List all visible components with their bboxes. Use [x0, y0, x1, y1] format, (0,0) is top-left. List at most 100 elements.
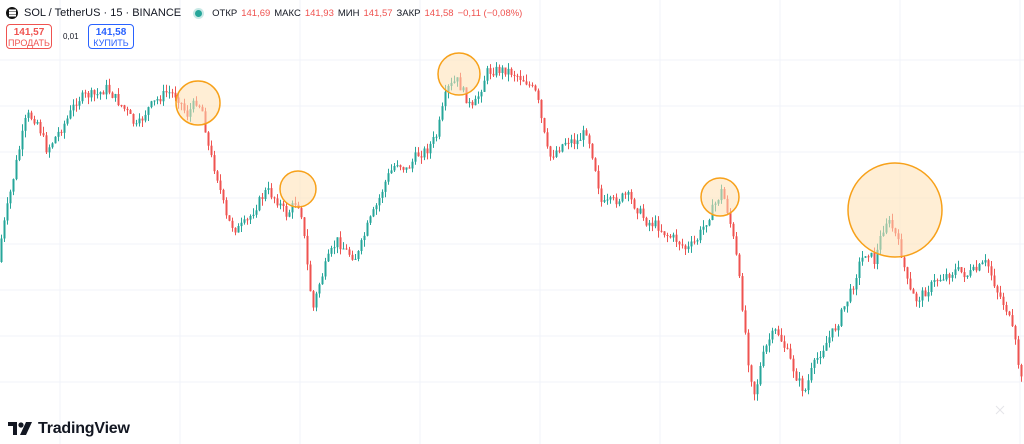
highlight-circle[interactable]: [700, 177, 740, 217]
candle-body: [807, 380, 810, 391]
market-status-icon: [195, 9, 203, 17]
candle-body: [537, 90, 540, 100]
candle-body: [564, 142, 567, 145]
candle-body: [270, 188, 273, 198]
candle-body: [546, 132, 549, 147]
candle-body: [108, 84, 111, 93]
candle-body: [843, 306, 846, 310]
candle-body: [213, 155, 216, 172]
candle-body: [756, 384, 759, 395]
candle-body: [240, 222, 243, 227]
candle-body: [957, 267, 960, 270]
candle-body: [396, 165, 399, 167]
candle-body: [846, 301, 849, 307]
candle-body: [243, 219, 246, 223]
symbol-title[interactable]: SOL / TetherUS · 15 · BINANCE: [24, 7, 182, 19]
buy-button[interactable]: 141,58 КУПИТЬ: [88, 24, 134, 49]
tradingview-logo-text: TradingView: [38, 420, 130, 437]
candle-body: [825, 342, 828, 351]
candle-body: [813, 359, 816, 368]
candle-body: [624, 193, 627, 195]
candle-body: [1005, 305, 1008, 312]
candle-body: [963, 272, 966, 278]
candle-body: [228, 215, 231, 221]
candle-body: [585, 130, 588, 136]
candle-body: [663, 231, 666, 236]
sell-button[interactable]: 141,57 ПРОДАТЬ: [6, 24, 52, 49]
candle-body: [558, 150, 561, 152]
candle-body: [744, 310, 747, 333]
candle-body: [267, 188, 270, 190]
candle-body: [414, 152, 417, 162]
candle-body: [762, 351, 765, 366]
candle-body: [57, 131, 60, 137]
candle-body: [570, 139, 573, 144]
candle-body: [645, 217, 648, 226]
candle-body: [276, 198, 279, 206]
highlight-circle[interactable]: [279, 170, 317, 208]
candle-body: [978, 264, 981, 271]
candle-body: [369, 216, 372, 223]
candle-body: [69, 110, 72, 119]
candle-body: [693, 241, 696, 243]
candle-body: [357, 251, 360, 259]
candle-body: [477, 96, 480, 99]
candle-body: [105, 84, 108, 95]
candle-body: [987, 260, 990, 267]
candle-body: [966, 275, 969, 277]
candle-body: [555, 150, 558, 157]
candle-body: [840, 309, 843, 326]
candle-body: [36, 122, 39, 124]
candle-body: [657, 220, 660, 231]
candle-body: [654, 220, 657, 227]
candle-body: [612, 197, 615, 199]
candle-body: [354, 258, 357, 260]
candle-body: [246, 219, 249, 221]
candle-body: [15, 159, 18, 180]
candle-body: [225, 200, 228, 216]
sol-logo-icon: [6, 7, 18, 19]
candle-body: [858, 261, 861, 278]
highlight-markers: [175, 52, 943, 258]
highlight-circle[interactable]: [437, 52, 481, 96]
candle-body: [771, 330, 774, 340]
tradingview-logo-icon: [8, 422, 32, 435]
candle-body: [399, 165, 402, 168]
candle-body: [363, 235, 366, 240]
tradingview-logo[interactable]: TradingView: [8, 420, 130, 438]
candle-body: [696, 240, 699, 242]
candle-body: [135, 123, 138, 125]
candle-body: [237, 226, 240, 233]
candle-body: [87, 92, 90, 98]
candle-body: [510, 68, 513, 75]
candle-body: [417, 152, 420, 157]
candle-body: [342, 248, 345, 250]
highlight-circle[interactable]: [847, 162, 943, 258]
candle-body: [318, 284, 321, 294]
candle-body: [945, 274, 948, 280]
candle-body: [597, 170, 600, 189]
candle-body: [261, 197, 264, 199]
candle-body: [918, 300, 921, 302]
candle-body: [42, 133, 45, 136]
candle-body: [705, 225, 708, 227]
candle-body: [81, 92, 84, 102]
candle-body: [603, 200, 606, 202]
candle-body: [501, 67, 504, 73]
candle-body: [168, 92, 171, 94]
ohlc-high-value: 141,93: [304, 7, 334, 19]
candle-body: [984, 260, 987, 263]
candle-body: [690, 241, 693, 247]
candle-body: [321, 276, 324, 285]
candle-body: [309, 264, 312, 292]
ohlc-open-label: ОТКР: [212, 7, 238, 19]
candle-body: [816, 358, 819, 360]
highlight-circle[interactable]: [175, 80, 221, 126]
candle-body: [540, 99, 543, 119]
candle-body: [852, 288, 855, 290]
candle-body: [708, 220, 711, 226]
candle-body: [375, 205, 378, 210]
candle-body: [675, 234, 678, 242]
